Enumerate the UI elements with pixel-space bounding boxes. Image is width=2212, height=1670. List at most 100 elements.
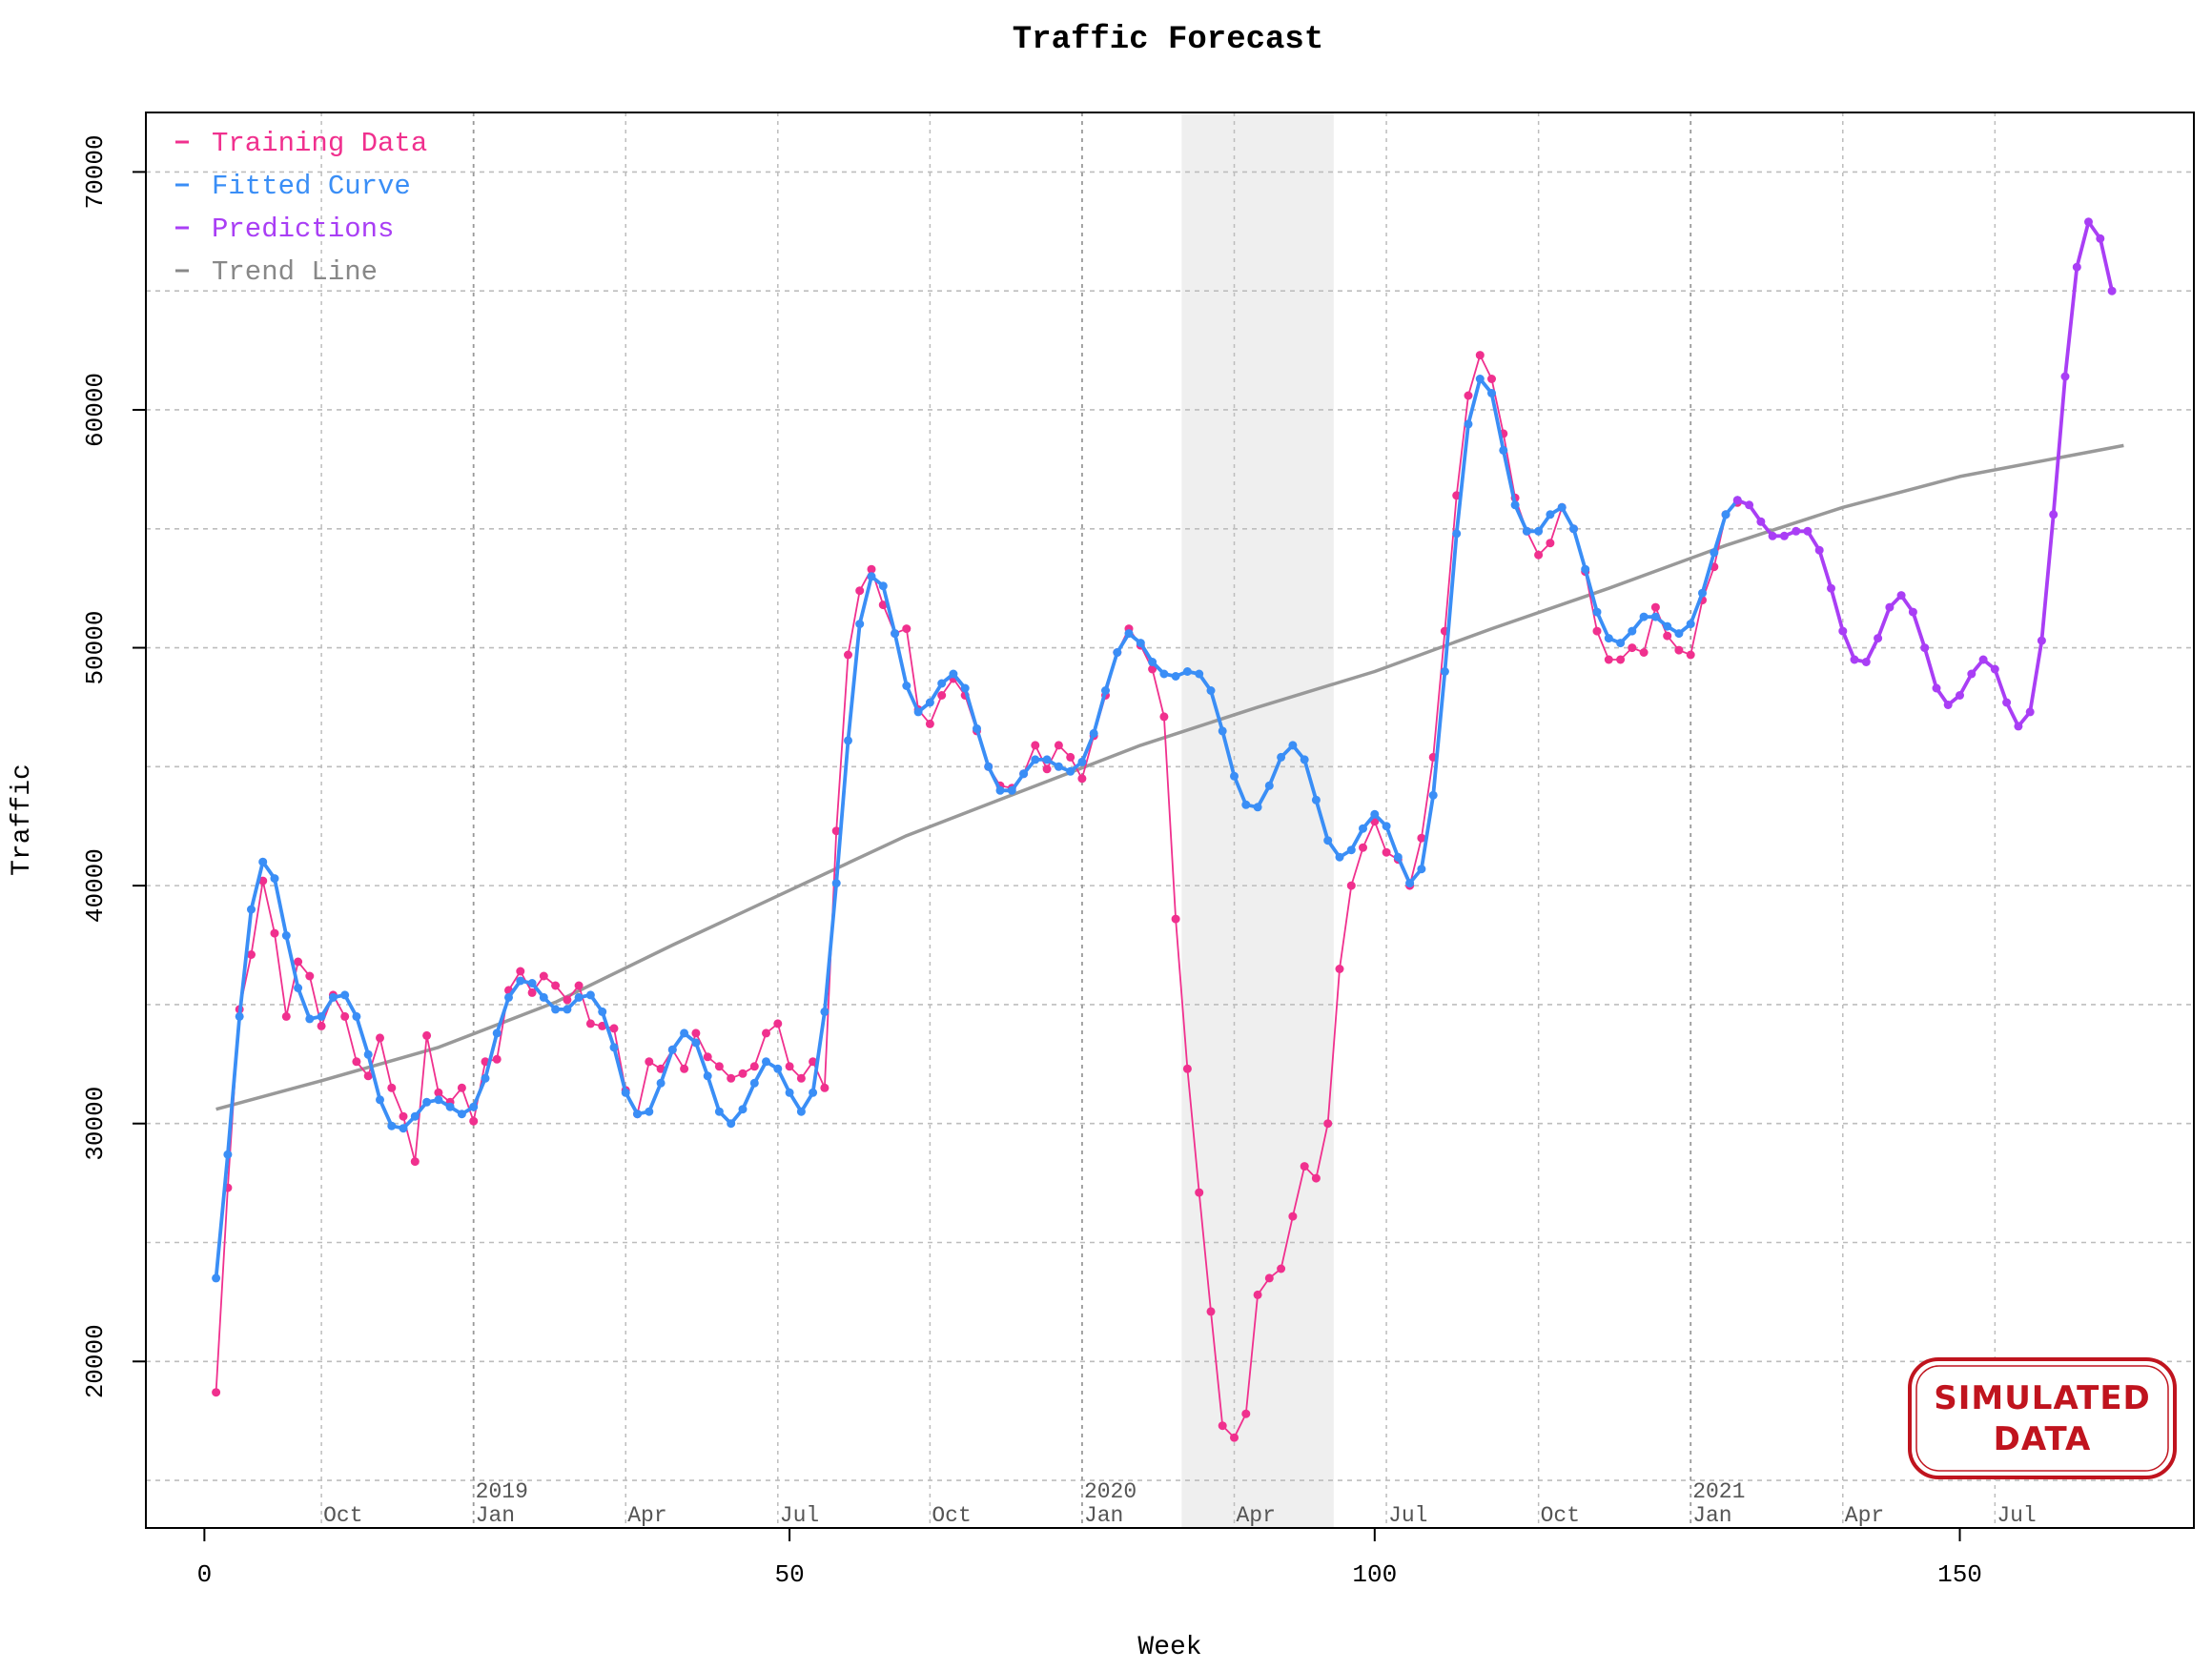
predictions-point bbox=[1932, 683, 1941, 693]
fitted-curve-point bbox=[609, 1043, 619, 1052]
predictions-point bbox=[1896, 591, 1906, 601]
training-data-point bbox=[1077, 774, 1087, 784]
fitted-curve-point bbox=[820, 1007, 830, 1016]
badge-line-1: SIMULATED bbox=[1934, 1379, 2151, 1417]
training-data-point bbox=[1464, 391, 1473, 400]
fitted-curve-point bbox=[891, 629, 900, 639]
shaded-region bbox=[1181, 112, 1334, 1528]
fitted-curve-point bbox=[212, 1273, 221, 1283]
fitted-curve-point bbox=[691, 1038, 701, 1048]
predictions-point bbox=[1861, 658, 1871, 666]
training-data-point bbox=[585, 1019, 595, 1028]
training-data-point bbox=[1148, 664, 1157, 674]
training-data-point bbox=[749, 1062, 759, 1071]
predictions-point bbox=[1967, 669, 1976, 679]
fitted-curve-point bbox=[762, 1057, 770, 1067]
month-label-jan: Jan bbox=[1692, 1503, 1731, 1528]
month-label-jul: Jul bbox=[780, 1503, 819, 1528]
fitted-curve-point bbox=[1182, 667, 1192, 676]
fitted-curve-point bbox=[1639, 612, 1649, 621]
fitted-curve-point bbox=[714, 1107, 724, 1116]
fitted-curve-point bbox=[621, 1088, 630, 1097]
legend-entry-predictions: Predictions bbox=[175, 214, 394, 245]
fitted-curve-point bbox=[785, 1088, 794, 1097]
month-label-oct: Oct bbox=[932, 1503, 971, 1528]
predictions-point bbox=[2096, 234, 2105, 243]
training-data-point bbox=[1628, 643, 1637, 653]
fitted-curve-point bbox=[703, 1071, 712, 1081]
fitted-curve-point bbox=[680, 1028, 689, 1038]
training-data-point bbox=[738, 1069, 748, 1078]
training-data-point bbox=[609, 1024, 619, 1033]
training-data-point bbox=[270, 928, 279, 938]
legend-entry-training-data: Training Data bbox=[175, 128, 427, 159]
fitted-curve-point bbox=[328, 992, 338, 1002]
fitted-curve-point bbox=[1136, 639, 1145, 648]
training-data-point bbox=[258, 876, 268, 886]
training-data-point bbox=[1417, 833, 1426, 843]
predictions-point bbox=[2072, 262, 2081, 272]
legend-entry-trend-line: Trend Line bbox=[175, 256, 378, 288]
legend-label: Training Data bbox=[212, 128, 427, 159]
predictions-point bbox=[1814, 545, 1824, 555]
training-data-point bbox=[1592, 626, 1602, 636]
training-data-point bbox=[1277, 1264, 1286, 1273]
fitted-curve-point bbox=[727, 1119, 736, 1129]
training-data-point bbox=[1171, 914, 1180, 924]
predictions-point bbox=[1978, 655, 1988, 664]
fitted-curve-point bbox=[1042, 755, 1052, 764]
training-data-point bbox=[340, 1011, 350, 1021]
predictions-point bbox=[2049, 510, 2058, 519]
training-data-point bbox=[1382, 847, 1391, 857]
training-data-point bbox=[1230, 1433, 1239, 1442]
training-data-point bbox=[363, 1071, 373, 1081]
training-data-point bbox=[844, 650, 852, 660]
fitted-curve-point bbox=[1557, 502, 1567, 512]
month-label-jul: Jul bbox=[1388, 1503, 1427, 1528]
training-data-point bbox=[1639, 648, 1649, 657]
fitted-curve-point bbox=[1288, 741, 1298, 750]
y-tick-label-40000: 40000 bbox=[81, 848, 110, 923]
fitted-curve-point bbox=[258, 857, 268, 866]
training-data-point bbox=[1066, 752, 1075, 762]
fitted-curve-point bbox=[1077, 757, 1087, 766]
plot-frame bbox=[145, 112, 2195, 1529]
fitted-curve-point bbox=[796, 1107, 806, 1116]
fitted-curve-point bbox=[633, 1110, 642, 1119]
fitted-curve-point bbox=[1031, 755, 1040, 764]
training-data-point bbox=[1323, 1119, 1333, 1129]
fitted-curve-point bbox=[1510, 500, 1520, 510]
fitted-curve-point bbox=[1171, 672, 1180, 681]
fitted-curve-point bbox=[527, 979, 537, 988]
gridlines bbox=[146, 112, 2194, 1528]
x-tick-label-100: 100 bbox=[1352, 1560, 1397, 1589]
trend-line bbox=[215, 443, 2124, 1111]
training-data-point bbox=[1663, 631, 1672, 641]
training-data-point bbox=[387, 1083, 397, 1092]
training-data-point bbox=[1346, 881, 1356, 890]
fitted-curve-point bbox=[317, 1011, 326, 1021]
training-data-point bbox=[212, 1388, 221, 1397]
training-data-point bbox=[831, 826, 841, 836]
fitted-curve-point bbox=[1721, 510, 1731, 519]
fitted-curve-point bbox=[1710, 548, 1719, 558]
fitted-curve-point bbox=[1628, 626, 1637, 636]
fitted-curve-point bbox=[1616, 639, 1626, 648]
training-data-point bbox=[574, 981, 584, 990]
predictions-point bbox=[1838, 626, 1848, 636]
simulated-data-badge: SIMULATED DATA bbox=[1908, 1357, 2177, 1479]
predictions-point bbox=[2025, 707, 2035, 717]
training-data-point bbox=[1218, 1421, 1227, 1431]
y-tick-label-30000: 30000 bbox=[81, 1087, 110, 1161]
fitted-curve-point bbox=[574, 992, 584, 1002]
fitted-curve-point bbox=[1311, 795, 1321, 804]
predictions-point bbox=[2014, 722, 2023, 731]
training-data-point bbox=[1534, 550, 1544, 560]
predictions-point bbox=[1908, 607, 1917, 617]
training-data-point bbox=[1335, 965, 1344, 973]
legend-label: Predictions bbox=[212, 214, 394, 245]
fitted-curve-point bbox=[1604, 634, 1613, 643]
fitted-curve-point bbox=[294, 984, 303, 992]
predictions-point bbox=[2037, 636, 2046, 645]
